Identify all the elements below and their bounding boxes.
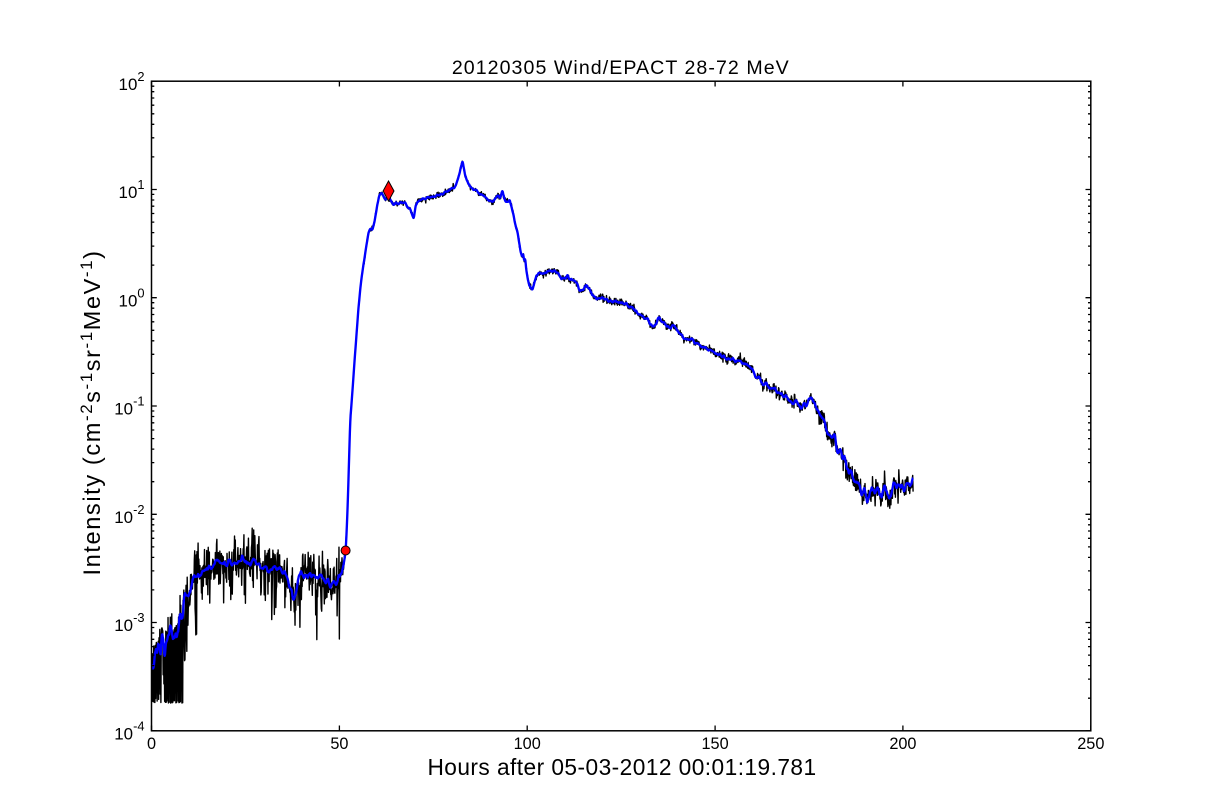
svg-text:Hours after 05-03-2012 00:01:1: Hours after 05-03-2012 00:01:19.781 (427, 754, 816, 780)
svg-text:200: 200 (889, 735, 916, 753)
svg-text:250: 250 (1077, 735, 1104, 753)
svg-text:0: 0 (147, 735, 156, 753)
svg-text:100: 100 (514, 735, 541, 753)
svg-text:150: 150 (702, 735, 729, 753)
svg-text:50: 50 (330, 735, 348, 753)
svg-text:20120305 Wind/EPACT 28-72 MeV: 20120305 Wind/EPACT 28-72 MeV (452, 57, 790, 79)
